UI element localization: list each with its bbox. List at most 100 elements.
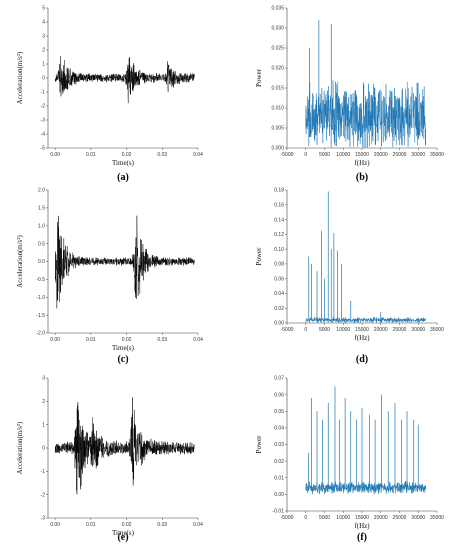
y-axis-label: Acceleration(m/s²): [16, 235, 24, 288]
y-tick-label: 0.5: [38, 241, 45, 247]
subplot-f: -0.01 0.00 0.01 0.02 0.03 0.04 0.05 0.06 0.07 -50…: [255, 376, 444, 543]
x-axis-label: f(Hz): [354, 334, 370, 342]
subplot-caption: (f): [357, 532, 367, 543]
y-tick-label: 0.06: [274, 276, 284, 282]
x-tick-label: 0.04: [193, 522, 203, 528]
x-tick-label: 10000: [336, 152, 350, 158]
signal-trace: [54, 397, 195, 495]
y-tick-label: 0.18: [274, 188, 284, 194]
x-tick-label: 5000: [319, 515, 330, 521]
subplot-caption: (a): [117, 172, 129, 183]
y-tick-label: 0.010: [271, 106, 284, 112]
y-tick-label: 0.00: [274, 492, 284, 498]
y-tick-label: 0.16: [274, 202, 284, 208]
y-tick-label: 5: [42, 6, 45, 12]
y-tick-label: 0.03: [274, 442, 284, 448]
x-tick-label: 20000: [374, 327, 388, 333]
y-tick-label: 0.14: [274, 217, 284, 223]
x-tick-label: -5000: [281, 152, 294, 158]
y-tick-label: 0.10: [274, 247, 284, 253]
y-tick-label: -2: [41, 492, 46, 498]
x-tick-label: 20000: [374, 515, 388, 521]
x-tick-label: 35000: [430, 515, 444, 521]
y-tick-label: 0.04: [274, 291, 284, 297]
y-tick-label: -1.5: [36, 313, 45, 319]
x-tick-label: 0.01: [86, 337, 96, 343]
y-axis-label: Power: [255, 68, 263, 87]
x-axis-label: Time(s): [112, 529, 135, 537]
x-tick-label: 25000: [393, 327, 407, 333]
x-axis-label: Time(s): [112, 159, 135, 167]
x-tick-label: 0.02: [122, 522, 132, 528]
subplot-c: -2.0 -1.5 -1.0 -0.5 0.0 0.5 1.0 1.5 2.0 0.00 0.01 0…: [16, 188, 203, 365]
x-tick-label: 35000: [430, 152, 444, 158]
subplot-b: 0.000 0.005 0.010 0.015 0.020 0.025 0.030 0.035…: [255, 6, 444, 183]
y-tick-label: 3: [42, 34, 45, 40]
signal-trace: [54, 55, 195, 104]
y-axis-label: Acceleration(m/s²): [16, 421, 24, 474]
x-tick-label: 15000: [355, 515, 369, 521]
y-tick-label: 1.0: [38, 223, 45, 229]
y-tick-label: 2.0: [38, 188, 45, 194]
y-tick-label: 0.02: [274, 306, 284, 312]
y-tick-label: 0.025: [271, 46, 284, 52]
y-axis-label: Power: [255, 435, 263, 454]
y-tick-label: 3: [42, 376, 45, 382]
x-tick-label: 0.00: [50, 522, 60, 528]
y-tick-label: -4: [41, 132, 46, 138]
y-tick-label: 0.12: [274, 232, 284, 238]
x-tick-label: 0.04: [193, 152, 203, 158]
y-tick-label: 2: [42, 48, 45, 54]
x-tick-label: 20000: [374, 152, 388, 158]
y-tick-label: 0.07: [274, 376, 284, 382]
y-tick-label: -5: [41, 146, 46, 152]
subplot-caption: (d): [356, 354, 368, 365]
subplot-caption: (e): [117, 532, 128, 543]
y-tick-label: 0.05: [274, 409, 284, 415]
y-tick-label: 0.020: [271, 66, 284, 72]
x-tick-label: 0.02: [122, 337, 132, 343]
x-tick-label: -5000: [281, 327, 294, 333]
signal-trace: [305, 80, 426, 148]
y-tick-label: -3: [41, 118, 46, 124]
subplot-a: -5 -4 -3 -2 -1 0 1 2 3 4 5 0.00 0.01 0.02 0.03 0.04 Time…: [16, 6, 203, 183]
y-tick-label: 0.015: [271, 86, 284, 92]
x-tick-label: 0.00: [50, 152, 60, 158]
x-axis-label: f(Hz): [354, 522, 370, 530]
x-tick-label: 10000: [336, 515, 350, 521]
x-tick-label: 30000: [411, 515, 425, 521]
y-tick-label: 0.0: [38, 259, 45, 265]
x-tick-label: 0: [304, 327, 307, 333]
x-tick-label: 5000: [319, 327, 330, 333]
signal-trace: [305, 481, 426, 495]
y-tick-label: -2.0: [36, 331, 45, 337]
x-tick-label: 25000: [393, 152, 407, 158]
subplot-e: -3 -2 -1 0 1 2 3 0.00 0.01 0.02 0.03 0.04 Time(s) Acc…: [16, 376, 203, 543]
x-tick-label: 0: [304, 515, 307, 521]
x-tick-label: 0.00: [50, 337, 60, 343]
x-tick-label: 5000: [319, 152, 330, 158]
signal-trace: [305, 316, 426, 324]
y-tick-label: 2: [42, 399, 45, 405]
x-axis-label: Time(s): [112, 344, 135, 352]
y-tick-label: 0.000: [271, 146, 284, 152]
y-tick-label: -2: [41, 104, 46, 110]
y-tick-label: -1: [41, 469, 46, 475]
subplot-caption: (c): [117, 354, 128, 365]
x-tick-label: 0.04: [193, 337, 203, 343]
y-axis-label: Acceleration(m/s²): [16, 51, 24, 104]
y-tick-label: 1.5: [38, 206, 45, 212]
y-tick-label: 0.08: [274, 262, 284, 268]
x-tick-label: 0.03: [157, 152, 167, 158]
x-tick-label: 15000: [355, 152, 369, 158]
x-tick-label: 30000: [411, 152, 425, 158]
x-tick-label: 10000: [336, 327, 350, 333]
y-tick-label: 0.035: [271, 6, 284, 12]
y-tick-label: 1: [42, 62, 45, 68]
y-tick-label: 4: [42, 20, 45, 26]
signal-trace: [54, 215, 195, 309]
subplot-caption: (b): [356, 172, 368, 183]
y-tick-label: 0.02: [274, 459, 284, 465]
y-axis-label: Power: [255, 247, 263, 266]
x-axis-label: f(Hz): [354, 159, 370, 167]
